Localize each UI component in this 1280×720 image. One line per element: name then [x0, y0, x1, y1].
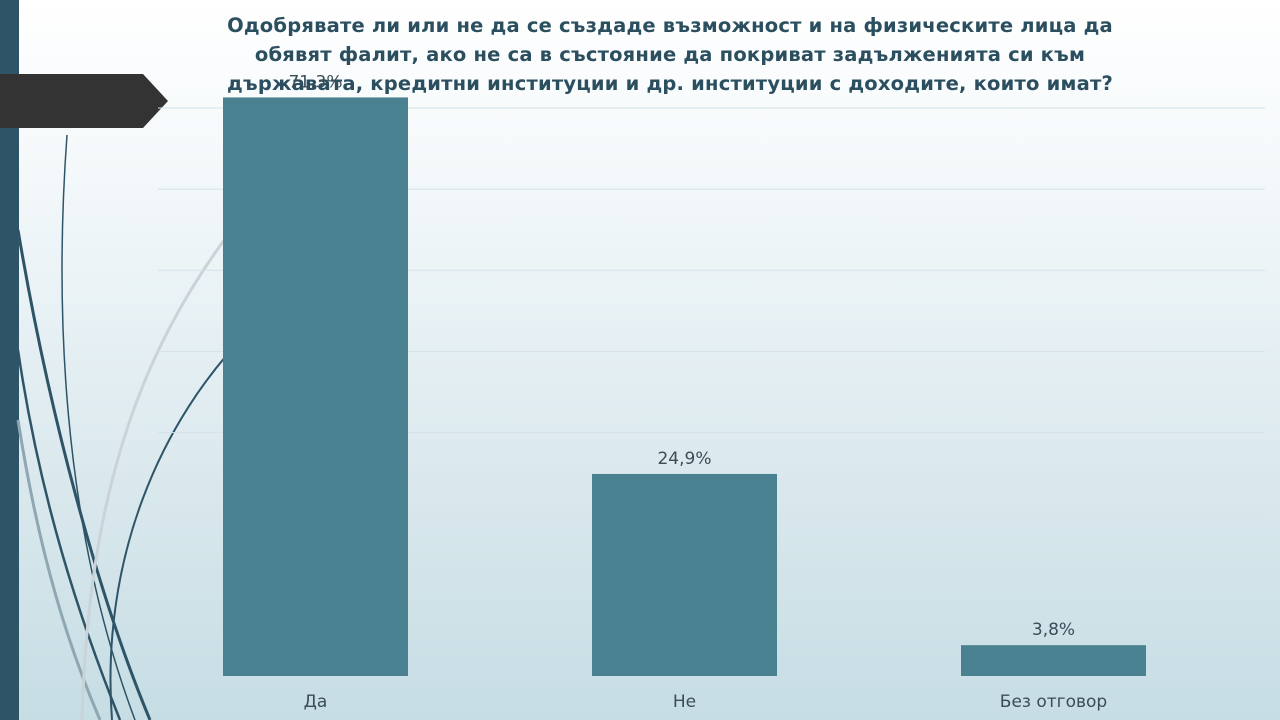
category-labels: Да Не Без отговор: [304, 692, 1108, 712]
data-label-2: 3,8%: [1032, 620, 1075, 640]
left-accent-bar: [0, 0, 19, 720]
category-label-0: Да: [304, 692, 328, 712]
bar-0: [223, 97, 408, 677]
category-label-2: Без отговор: [1000, 692, 1107, 712]
data-labels: 71,3% 24,9% 3,8%: [288, 72, 1075, 640]
data-label-0: 71,3%: [288, 72, 342, 92]
data-label-1: 24,9%: [657, 449, 711, 469]
section-tag-shape: [0, 74, 168, 128]
bars: [223, 97, 1146, 677]
bar-1: [592, 473, 777, 676]
category-label-1: Не: [673, 692, 696, 712]
bar-2: [961, 645, 1146, 676]
chart-title: Одобрявате ли или не да се създаде възмо…: [227, 14, 1113, 95]
